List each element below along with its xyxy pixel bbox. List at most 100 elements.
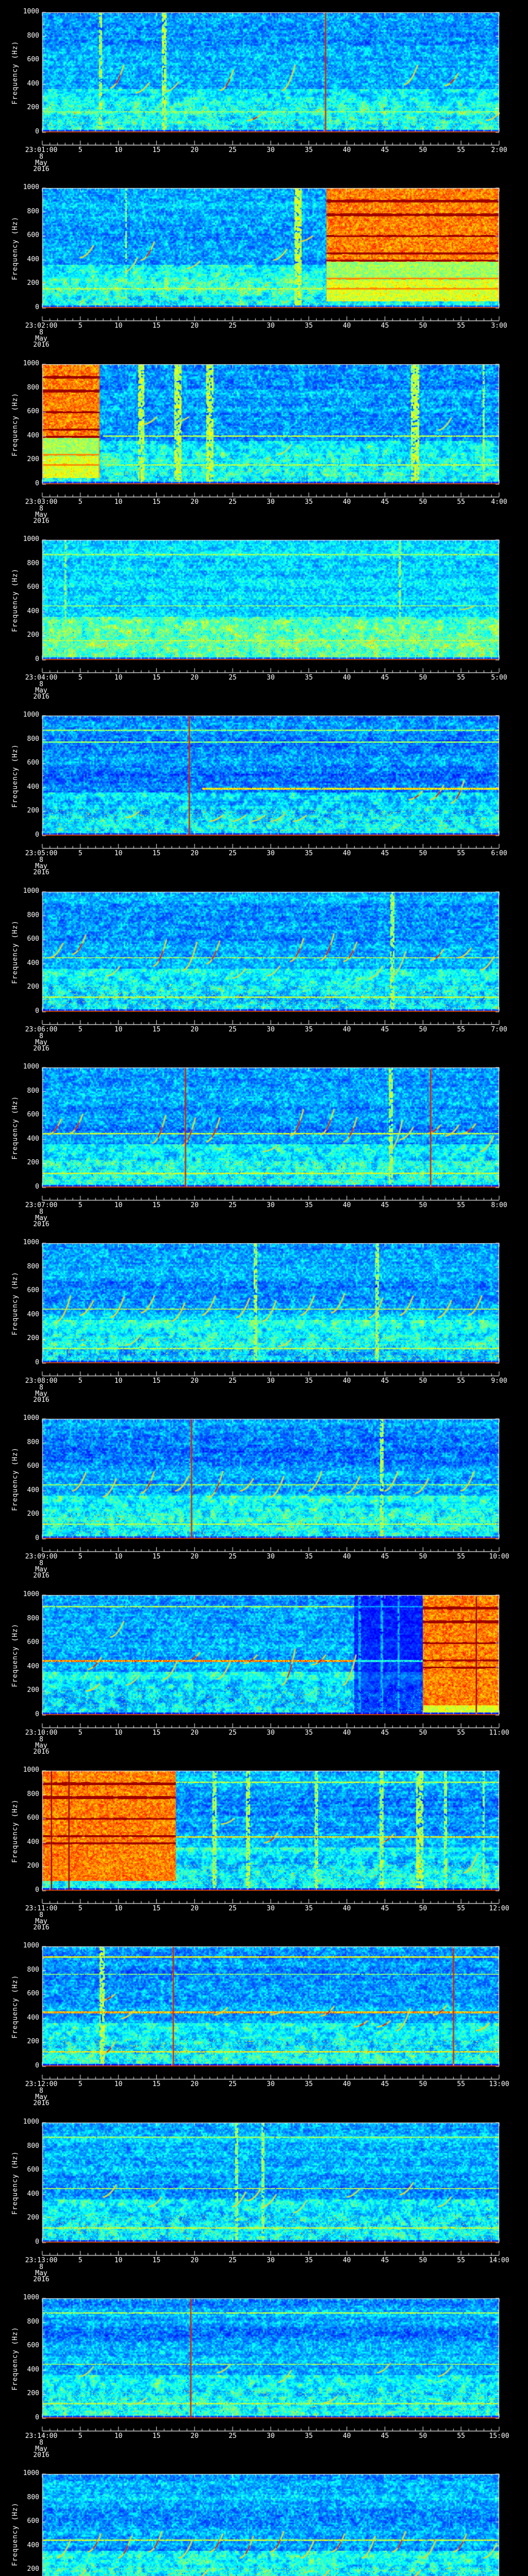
y-tick-label: 400 bbox=[27, 1662, 39, 1670]
y-tick-label: 0 bbox=[35, 1886, 39, 1894]
x-tick-label: 25 bbox=[228, 146, 237, 154]
y-tick-label: 600 bbox=[27, 1814, 39, 1822]
x-tick-label: 45 bbox=[381, 1905, 389, 1912]
y-tick-label: 200 bbox=[27, 104, 39, 112]
x-tick-label: 10 bbox=[114, 2257, 123, 2264]
y-tick-label: 1000 bbox=[23, 1942, 39, 1950]
spectrogram-canvas bbox=[0, 528, 528, 703]
y-tick-label: 800 bbox=[27, 1262, 39, 1270]
y-tick-label: 1000 bbox=[23, 2469, 39, 2477]
x-tick-label: 55 bbox=[457, 1026, 465, 1033]
x-tick-label: 15 bbox=[152, 146, 161, 154]
y-tick-label: 600 bbox=[27, 2166, 39, 2174]
x-start-time-label: 23:09:00 bbox=[25, 1553, 58, 1561]
x-tick-label: 55 bbox=[457, 322, 465, 330]
spectrogram-panel: Frequency (Hz) 0 200 400 600 800 1000 23:01:00 5… bbox=[0, 0, 528, 176]
x-tick-label: 30 bbox=[267, 498, 275, 506]
x-tick-label: 5 bbox=[78, 1905, 82, 1912]
x-end-time-label: 8:00 bbox=[491, 1201, 507, 1209]
x-tick-label: 10 bbox=[114, 146, 123, 154]
date-day-label: 8 bbox=[39, 153, 43, 161]
y-tick-label: 0 bbox=[35, 2238, 39, 2246]
y-tick-label: 400 bbox=[27, 959, 39, 967]
x-tick-label: 20 bbox=[190, 1905, 199, 1912]
x-tick-label: 35 bbox=[305, 2432, 313, 2440]
x-tick-label: 55 bbox=[457, 1905, 465, 1912]
y-tick-label: 200 bbox=[27, 807, 39, 815]
x-tick-label: 20 bbox=[190, 498, 199, 506]
x-tick-label: 25 bbox=[228, 2432, 237, 2440]
spectrogram-canvas bbox=[0, 352, 528, 528]
y-tick-label: 0 bbox=[35, 480, 39, 487]
x-tick-label: 45 bbox=[381, 674, 389, 682]
y-tick-label: 600 bbox=[27, 1638, 39, 1647]
x-tick-label: 40 bbox=[342, 1729, 351, 1737]
x-end-time-label: 13:00 bbox=[489, 2080, 509, 2088]
spectrogram-panel: Frequency (Hz) 0 200 400 600 800 1000 23:11:00 5… bbox=[0, 1758, 528, 1934]
x-tick-label: 55 bbox=[457, 850, 465, 857]
y-tick-label: 0 bbox=[35, 2414, 39, 2421]
x-tick-label: 15 bbox=[152, 2257, 161, 2264]
spectrogram-panel: Frequency (Hz) 0 200 400 600 800 1000 23:14:00 5… bbox=[0, 2286, 528, 2462]
x-start-time-label: 23:02:00 bbox=[25, 322, 58, 330]
x-tick-label: 50 bbox=[419, 322, 427, 330]
x-tick-label: 5 bbox=[78, 1729, 82, 1737]
x-tick-label: 40 bbox=[342, 498, 351, 506]
date-month-label: May bbox=[35, 1039, 47, 1046]
y-tick-label: 600 bbox=[27, 56, 39, 64]
x-tick-label: 5 bbox=[78, 2432, 82, 2440]
date-month-label: May bbox=[35, 1566, 47, 1573]
x-tick-label: 35 bbox=[305, 146, 313, 154]
y-tick-label: 400 bbox=[27, 2541, 39, 2549]
y-tick-label: 1000 bbox=[23, 1414, 39, 1422]
y-tick-label: 0 bbox=[35, 1359, 39, 1366]
y-tick-label: 200 bbox=[27, 1862, 39, 1870]
y-tick-label: 200 bbox=[27, 279, 39, 287]
spectrogram-canvas bbox=[0, 0, 528, 176]
x-tick-label: 20 bbox=[190, 1201, 199, 1209]
x-tick-label: 35 bbox=[305, 1026, 313, 1033]
x-tick-label: 55 bbox=[457, 146, 465, 154]
y-tick-label: 800 bbox=[27, 31, 39, 40]
x-end-time-label: 6:00 bbox=[491, 850, 507, 857]
x-tick-label: 40 bbox=[342, 1553, 351, 1561]
spectrogram-panel: Frequency (Hz) 0 200 400 600 800 1000 23:10:00 5… bbox=[0, 1583, 528, 1758]
x-start-time-label: 23:08:00 bbox=[25, 1377, 58, 1385]
date-day-label: 8 bbox=[39, 2263, 43, 2271]
y-tick-label: 200 bbox=[27, 1159, 39, 1167]
x-tick-label: 45 bbox=[381, 1729, 389, 1737]
x-start-time-label: 23:14:00 bbox=[25, 2432, 58, 2440]
x-tick-label: 35 bbox=[305, 1553, 313, 1561]
spectrogram-canvas bbox=[0, 2286, 528, 2462]
x-start-time-label: 23:01:00 bbox=[25, 146, 58, 154]
x-tick-label: 15 bbox=[152, 498, 161, 506]
x-tick-label: 25 bbox=[228, 1377, 237, 1385]
y-tick-label: 400 bbox=[27, 607, 39, 615]
spectrogram-canvas bbox=[0, 879, 528, 1055]
x-tick-label: 10 bbox=[114, 1905, 123, 1912]
x-tick-label: 5 bbox=[78, 2080, 82, 2088]
x-tick-label: 55 bbox=[457, 2432, 465, 2440]
x-tick-label: 35 bbox=[305, 2080, 313, 2088]
x-end-time-label: 10:00 bbox=[489, 1553, 509, 1561]
y-tick-label: 200 bbox=[27, 1510, 39, 1518]
x-tick-label: 30 bbox=[267, 1729, 275, 1737]
y-tick-label: 200 bbox=[27, 455, 39, 464]
y-tick-label: 400 bbox=[27, 1838, 39, 1846]
y-tick-label: 800 bbox=[27, 911, 39, 919]
y-tick-label: 400 bbox=[27, 2013, 39, 2022]
x-tick-label: 55 bbox=[457, 674, 465, 682]
x-tick-label: 35 bbox=[305, 322, 313, 330]
date-year-label: 2016 bbox=[33, 2099, 50, 2107]
x-end-time-label: 2:00 bbox=[491, 146, 507, 154]
spectrogram-canvas bbox=[0, 1231, 528, 1406]
x-end-time-label: 14:00 bbox=[489, 2257, 509, 2264]
spectrogram-canvas bbox=[0, 1583, 528, 1758]
date-day-label: 8 bbox=[39, 1736, 43, 1743]
y-tick-label: 800 bbox=[27, 383, 39, 392]
y-tick-label: 600 bbox=[27, 935, 39, 943]
y-tick-label: 400 bbox=[27, 431, 39, 439]
x-tick-label: 25 bbox=[228, 1729, 237, 1737]
date-month-label: May bbox=[35, 1214, 47, 1222]
x-tick-label: 45 bbox=[381, 146, 389, 154]
